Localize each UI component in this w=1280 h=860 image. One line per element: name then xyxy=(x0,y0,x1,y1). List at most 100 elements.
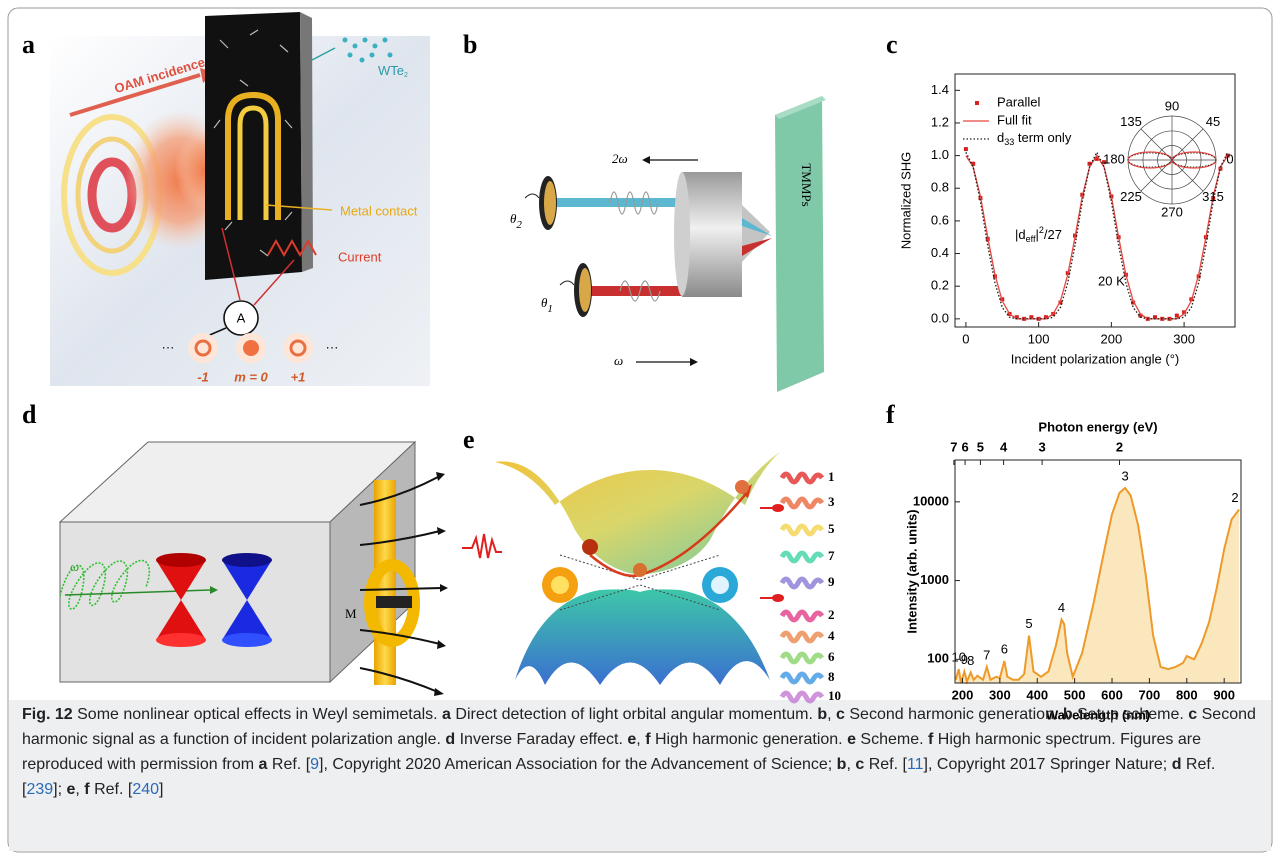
panel-label: f xyxy=(886,400,895,429)
data-point xyxy=(1153,315,1157,320)
x2-tick-label: 2 xyxy=(1116,439,1123,454)
magnetization-label: M xyxy=(345,606,357,621)
caption-text: Ref. [ xyxy=(864,756,907,773)
peak-label: 5 xyxy=(1025,616,1032,631)
caption-text: Fig. 12 xyxy=(22,706,73,723)
caption-text: High harmonic spectrum. Figures are repr… xyxy=(22,731,1201,773)
caption-text[interactable]: 11 xyxy=(906,756,924,773)
x-tick-label: 200 xyxy=(952,687,974,702)
x-tick-label: 300 xyxy=(989,687,1011,702)
peak-label: 6 xyxy=(1001,641,1008,656)
caption-text: Setup scheme. xyxy=(1072,706,1189,723)
series-line xyxy=(954,486,1240,685)
caption-text: c xyxy=(1188,706,1198,723)
harmonic-pulse xyxy=(779,609,825,623)
fundamental-label: ω xyxy=(614,353,623,368)
x-tick-label: 200 xyxy=(1101,331,1123,346)
data-point xyxy=(1094,156,1099,161)
caption-text: b xyxy=(1062,706,1073,723)
data-point xyxy=(1087,161,1092,166)
caption-text: a xyxy=(442,706,451,723)
annotation-part: | xyxy=(1035,227,1038,242)
caption-text: b xyxy=(817,706,828,723)
theta-label: θ2 xyxy=(510,211,522,231)
caption-text: Second harmonic generation. xyxy=(844,706,1063,723)
second-harmonic-label: 2ω xyxy=(612,151,628,166)
x-tick-label: 300 xyxy=(1173,331,1195,346)
ellipsis: ··· xyxy=(326,339,339,354)
series-line xyxy=(965,150,1229,320)
harmonic-pulse xyxy=(779,651,825,665)
omega-label: ω xyxy=(70,559,79,574)
y-tick-label: 1.4 xyxy=(931,82,949,97)
theta-sub: 2 xyxy=(516,219,522,231)
x-axis-label: Incident polarization angle (°) xyxy=(1011,351,1180,366)
data-point xyxy=(1058,300,1063,305)
y-tick-label: 1000 xyxy=(920,572,949,587)
x-tick-label: 0 xyxy=(962,331,969,346)
y-tick-label: 10000 xyxy=(913,493,949,508)
caption-text: High harmonic generation. xyxy=(650,731,848,748)
theta-sub: 1 xyxy=(547,303,553,315)
polar-tick-label: 225 xyxy=(1120,189,1142,204)
material-sub: 2 xyxy=(404,72,408,79)
annotation-part: 2 xyxy=(1039,225,1044,235)
mode-label: -1 xyxy=(197,369,209,384)
polar-lobe-fit xyxy=(1171,152,1217,168)
caption-text: , xyxy=(75,781,85,798)
caption-text: Ref. [ xyxy=(267,756,311,773)
x2-tick-label: 4 xyxy=(1000,439,1008,454)
panel-label: b xyxy=(463,30,477,59)
polar-tick-label: 135 xyxy=(1120,114,1142,129)
data-point xyxy=(1182,310,1187,315)
x2-tick-label: 5 xyxy=(977,439,984,454)
material-label: WTe2 xyxy=(378,63,408,78)
peak-label: 3 xyxy=(1121,468,1128,483)
panel-d: ω M xyxy=(58,440,448,696)
x-tick-label: 400 xyxy=(1026,687,1048,702)
harmonic-label: 1 xyxy=(828,469,835,484)
y-tick-label: 0.6 xyxy=(931,212,949,227)
data-point xyxy=(1029,315,1034,320)
plot-frame xyxy=(954,73,1236,328)
caption-text: , xyxy=(846,756,856,773)
x-tick-label: 700 xyxy=(1139,687,1161,702)
peak-label: 8 xyxy=(967,653,974,668)
y-tick-label: 1.2 xyxy=(931,114,949,129)
y-tick-label: 0.0 xyxy=(931,310,949,325)
legend-label-part: 33 xyxy=(1004,137,1014,147)
legend-label-part: term only xyxy=(1014,130,1072,145)
x-tick-label: 800 xyxy=(1176,687,1198,702)
harmonic-pulse xyxy=(779,471,825,485)
data-point xyxy=(1174,313,1179,318)
peak-label: 9 xyxy=(961,652,968,667)
peak-label: 4 xyxy=(1058,600,1065,615)
caption-text[interactable]: 239 xyxy=(26,781,54,798)
panel-a: OAM incidence WTe2 Metal contact Current… xyxy=(50,12,430,386)
caption-text: Direct detection of light orbital angula… xyxy=(450,706,818,723)
caption-text: f xyxy=(84,781,90,798)
legend-label: Parallel xyxy=(997,94,1040,109)
legend-label: Full fit xyxy=(997,112,1032,127)
data-point xyxy=(1102,160,1107,165)
polar-tick-label: 315 xyxy=(1202,189,1224,204)
caption-text[interactable]: 240 xyxy=(132,781,160,798)
data-point xyxy=(1043,315,1048,320)
panel-label: e xyxy=(463,425,475,454)
harmonic-label: 3 xyxy=(828,494,835,509)
x-tick-label: 100 xyxy=(1028,331,1050,346)
annotation: |deff|2/27 xyxy=(1015,225,1062,244)
harmonic-pulse xyxy=(779,690,825,704)
panel-b: TMMPs 2ω ω θ2 θ1 xyxy=(510,96,826,392)
panel-label: d xyxy=(22,400,37,429)
harmonic-label: 9 xyxy=(828,574,835,589)
caption-text: Some nonlinear optical effects in Weyl s… xyxy=(72,706,443,723)
caption-text: ], Copyright 2020 American Association f… xyxy=(319,756,837,773)
caption-text[interactable]: 9 xyxy=(310,756,320,773)
caption-text: ] xyxy=(159,781,164,798)
caption-text: c xyxy=(836,706,845,723)
y-axis-label: Normalized SHG xyxy=(898,152,913,250)
caption-text: ]; xyxy=(53,781,67,798)
